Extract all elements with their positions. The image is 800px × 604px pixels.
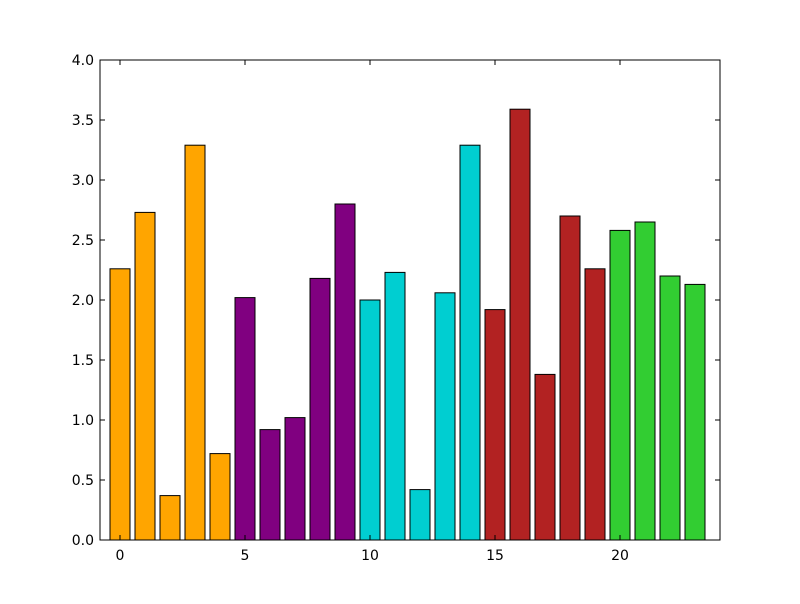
y-tick-label: 0.0 — [72, 533, 94, 549]
bar-19 — [584, 268, 606, 541]
bar-11 — [384, 271, 406, 541]
y-tick-label: 4.0 — [72, 53, 94, 69]
bar-5 — [234, 297, 256, 541]
bar-18 — [559, 215, 581, 541]
bar-14 — [459, 144, 481, 541]
bar-6 — [259, 429, 281, 541]
bar-8 — [309, 277, 331, 541]
bar-3 — [184, 144, 206, 541]
bar-16 — [509, 108, 531, 541]
bar-23 — [684, 283, 706, 541]
ticks-group — [100, 59, 720, 541]
y-tick-label: 3.5 — [72, 113, 94, 129]
x-tick-label: 20 — [611, 548, 629, 564]
y-tick-label: 3.0 — [72, 173, 94, 189]
bar-22 — [659, 275, 681, 541]
x-tick-label: 5 — [241, 548, 250, 564]
bar-12 — [409, 489, 431, 541]
bar-1 — [134, 211, 156, 541]
bar-7 — [284, 417, 306, 541]
y-tick-label: 1.5 — [72, 353, 94, 369]
y-tick-label: 2.0 — [72, 293, 94, 309]
x-tick-label: 10 — [361, 548, 379, 564]
tick-labels-group: 0 5 10 15 20 0.0 0.5 1.0 1.5 2.0 2.5 3.0 3.5 4.0 — [72, 53, 629, 564]
x-tick-label: 15 — [486, 548, 504, 564]
y-tick-label: 0.5 — [72, 473, 94, 489]
bar-20 — [609, 229, 631, 541]
bar-10 — [359, 299, 381, 541]
bar-15 — [484, 309, 506, 541]
bar-17 — [534, 373, 556, 541]
x-tick-label: 0 — [116, 548, 125, 564]
y-tick-label: 2.5 — [72, 233, 94, 249]
bar-0 — [109, 268, 131, 541]
bar-2 — [159, 495, 181, 541]
bar-9 — [334, 203, 356, 541]
bar-13 — [434, 292, 456, 541]
bar-4 — [209, 453, 231, 541]
bars-group — [109, 108, 706, 541]
y-tick-label: 1.0 — [72, 413, 94, 429]
bar-21 — [634, 221, 656, 541]
